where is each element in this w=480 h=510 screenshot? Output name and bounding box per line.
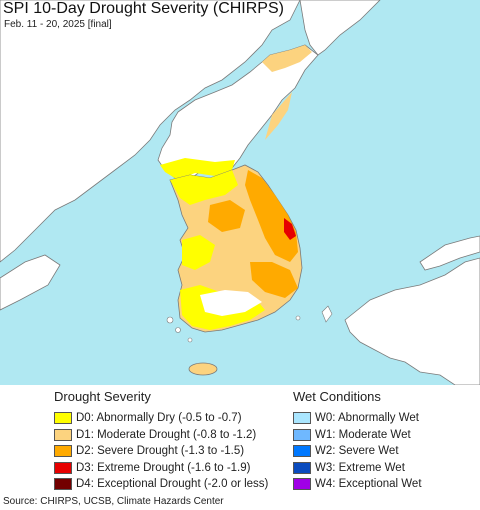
island xyxy=(187,337,193,343)
legend-label-w1: W1: Moderate Wet xyxy=(315,428,411,441)
russia-area xyxy=(299,0,381,56)
legend-item-w0: W0: Abnormally Wet xyxy=(293,410,422,427)
swatch-w2 xyxy=(293,445,311,458)
legend-label-d1: D1: Moderate Drought (-0.8 to -1.2) xyxy=(76,428,257,441)
china-coast-lower xyxy=(0,254,61,311)
legend-label-d3: D3: Extreme Drought (-1.6 to -1.9) xyxy=(76,461,251,474)
swatch-d1 xyxy=(54,428,72,441)
sk-d3-east xyxy=(284,218,296,240)
source-credit: Source: CHIRPS, UCSB, Climate Hazards Ce… xyxy=(3,496,224,507)
nk-d1-east-coast xyxy=(265,92,292,140)
sk-d2-east xyxy=(245,170,298,262)
legend-item-d2: D2: Severe Drought (-1.3 to -1.5) xyxy=(54,443,268,460)
drought-legend: Drought Severity D0: Abnormally Dry (-0.… xyxy=(54,385,268,493)
legend-item-d0: D0: Abnormally Dry (-0.5 to -0.7) xyxy=(54,410,268,427)
swatch-d2 xyxy=(54,445,72,458)
legend-item-d3: D3: Extreme Drought (-1.6 to -1.9) xyxy=(54,460,268,477)
island xyxy=(166,316,174,324)
drought-legend-heading: Drought Severity xyxy=(54,389,151,404)
legend-label-w4: W4: Exceptional Wet xyxy=(315,478,422,491)
swatch-w3 xyxy=(293,461,311,474)
legend-item-d1: D1: Moderate Drought (-0.8 to -1.2) xyxy=(54,427,268,444)
swatch-d0 xyxy=(54,412,72,425)
tsushima-island xyxy=(321,305,333,323)
legend-item-w2: W2: Severe Wet xyxy=(293,443,422,460)
drought-map xyxy=(0,0,480,385)
nk-d0-south xyxy=(160,158,235,180)
legend-label-w0: W0: Abnormally Wet xyxy=(315,412,419,425)
legend-item-w3: W3: Extreme Wet xyxy=(293,460,422,477)
swatch-d3 xyxy=(54,461,72,474)
china-mainland xyxy=(0,0,301,263)
legend-label-d4: D4: Exceptional Drought (-2.0 or less) xyxy=(76,478,269,491)
map-subtitle: Feb. 11 - 20, 2025 [final] xyxy=(4,19,112,30)
sk-d0-northwest xyxy=(170,170,238,205)
sk-d2-south xyxy=(250,262,298,298)
sk-d0-west xyxy=(182,235,215,270)
legend: Drought Severity D0: Abnormally Dry (-0.… xyxy=(0,385,480,495)
legend-item-w1: W1: Moderate Wet xyxy=(293,427,422,444)
legend-label-w2: W2: Severe Wet xyxy=(315,445,399,458)
legend-label-d0: D0: Abnormally Dry (-0.5 to -0.7) xyxy=(76,412,242,425)
sk-white-south xyxy=(200,290,262,316)
wet-legend-heading: Wet Conditions xyxy=(293,389,381,404)
island xyxy=(175,327,181,333)
japan-area xyxy=(344,257,480,385)
swatch-w4 xyxy=(293,478,311,491)
legend-item-d4: D4: Exceptional Drought (-2.0 or less) xyxy=(54,476,268,493)
legend-item-w4: W4: Exceptional Wet xyxy=(293,476,422,493)
legend-label-w3: W3: Extreme Wet xyxy=(315,461,405,474)
wet-legend: Wet Conditions W0: Abnormally Wet W1: Mo… xyxy=(293,385,422,493)
sk-d2-central xyxy=(208,200,245,232)
swatch-w1 xyxy=(293,428,311,441)
jeju-island xyxy=(188,362,218,376)
island xyxy=(295,315,301,321)
swatch-d4 xyxy=(54,478,72,491)
swatch-w0 xyxy=(293,412,311,425)
legend-label-d2: D2: Severe Drought (-1.3 to -1.5) xyxy=(76,445,245,458)
japan-north-area xyxy=(419,235,480,271)
nk-d1-northeast xyxy=(262,45,312,72)
map-title: SPI 10-Day Drought Severity (CHIRPS) xyxy=(3,0,284,17)
